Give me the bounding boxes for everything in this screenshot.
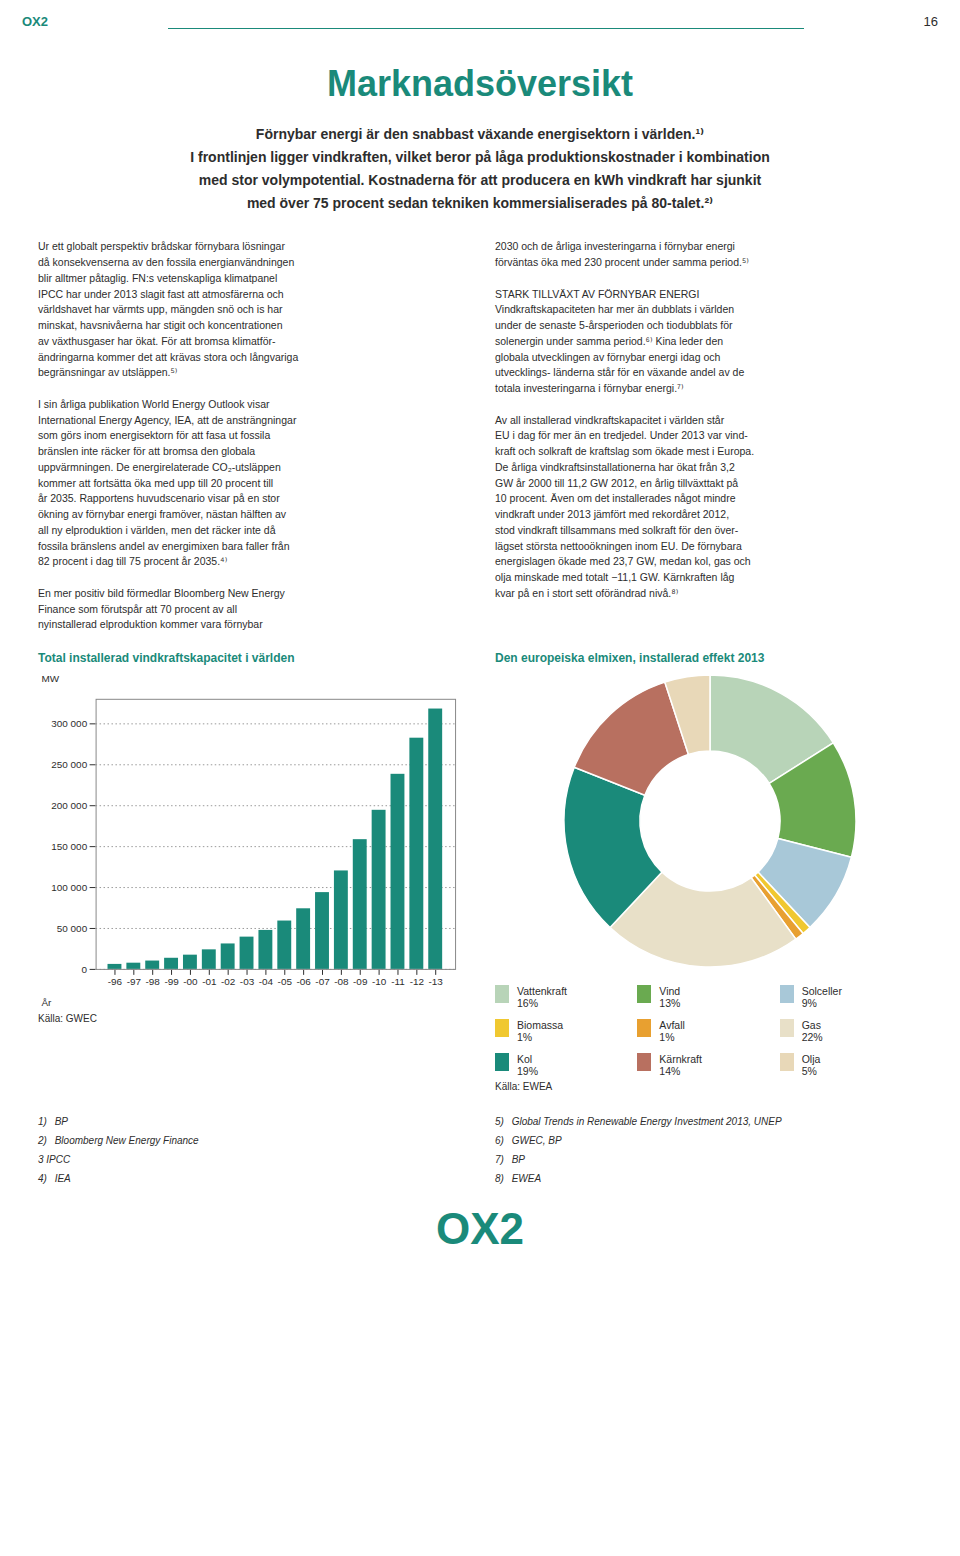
svg-text:-11: -11 xyxy=(391,977,405,988)
svg-text:-10: -10 xyxy=(372,977,387,988)
html-text:Total installerad vindkraftska: Total installerad vindkraftskapacitet i … xyxy=(38,651,295,666)
html-text:5) Global Trends in Renewable: 5) Global Trends in Renewable Energy Inv… xyxy=(495,1116,782,1185)
svg-text:100 000: 100 000 xyxy=(51,882,87,893)
svg-text:-12: -12 xyxy=(410,977,425,988)
html-text:OX2: OX2 xyxy=(22,14,48,29)
svg-text:-96: -96 xyxy=(108,977,123,988)
svg-text:-02: -02 xyxy=(221,977,236,988)
svg-text:-13: -13 xyxy=(429,977,444,988)
html-text:Gas: Gas xyxy=(801,1019,821,1032)
html-text:Marknadsöversikt: Marknadsöversikt xyxy=(326,63,634,104)
html-text:Kärnkraft: Kärnkraft xyxy=(659,1053,702,1066)
svg-text:-07: -07 xyxy=(315,977,330,988)
svg-text:-03: -03 xyxy=(240,977,255,988)
html-text:13%: 13% xyxy=(659,997,681,1010)
html-text:16: 16 xyxy=(923,14,938,29)
html-text:1%: 1% xyxy=(517,1031,533,1044)
html-text:1) BP 2) Bloomberg New Energy: 1) BP 2) Bloomberg New Energy Finance 3 … xyxy=(38,1116,199,1185)
html-text:Avfall: Avfall xyxy=(659,1019,685,1032)
svg-text:-97: -97 xyxy=(127,977,142,988)
svg-text:-09: -09 xyxy=(353,977,368,988)
svg-text:-00: -00 xyxy=(183,977,198,988)
svg-text:300 000: 300 000 xyxy=(51,718,87,729)
html-text:Förnybar energi är den snabbas: Förnybar energi är den snabbast växande … xyxy=(190,126,770,212)
html-text:Biomassa: Biomassa xyxy=(517,1019,564,1032)
svg-text:MW: MW xyxy=(41,673,59,684)
html-text:OX2: OX2 xyxy=(436,1204,524,1254)
html-text:Ur ett globalt perspektiv bråd: Ur ett globalt perspektiv brådskar förny… xyxy=(38,240,299,631)
svg-text:-98: -98 xyxy=(146,977,161,988)
svg-text:-08: -08 xyxy=(334,977,349,988)
html-text:Källa: EWEA: Källa: EWEA xyxy=(495,1081,553,1093)
svg-text:200 000: 200 000 xyxy=(51,800,87,811)
html-text:22%: 22% xyxy=(801,1031,823,1044)
html-text:Den europeiska elmixen, instal: Den europeiska elmixen, installerad effe… xyxy=(495,651,765,666)
svg-text:50 000: 50 000 xyxy=(57,923,88,934)
svg-text:0: 0 xyxy=(82,964,88,975)
html-text:16%: 16% xyxy=(517,997,538,1010)
html-text:2030 och de årliga investering: 2030 och de årliga investeringarna i för… xyxy=(495,240,755,599)
html-text:5%: 5% xyxy=(801,1065,817,1078)
svg-text:-99: -99 xyxy=(164,977,179,988)
html-text:Olja: Olja xyxy=(801,1053,821,1066)
html-text:1%: 1% xyxy=(659,1031,675,1044)
svg-text:250 000: 250 000 xyxy=(51,759,87,770)
html-text:9%: 9% xyxy=(801,997,817,1010)
html-text:Vind: Vind xyxy=(659,985,681,998)
svg-text:År: År xyxy=(41,997,52,1008)
html-text:19%: 19% xyxy=(517,1065,538,1078)
svg-text:-01: -01 xyxy=(202,977,217,988)
html-text:Vattenkraft: Vattenkraft xyxy=(517,985,567,998)
svg-text:-05: -05 xyxy=(278,977,293,988)
html-text:14%: 14% xyxy=(659,1065,681,1078)
svg-text:150 000: 150 000 xyxy=(51,841,87,852)
html-text:Kol: Kol xyxy=(517,1053,533,1066)
html-text:Källa: GWEC: Källa: GWEC xyxy=(38,1012,97,1024)
svg-text:-04: -04 xyxy=(259,977,274,988)
html-text:Solceller: Solceller xyxy=(801,985,842,998)
svg-text:-06: -06 xyxy=(296,977,311,988)
